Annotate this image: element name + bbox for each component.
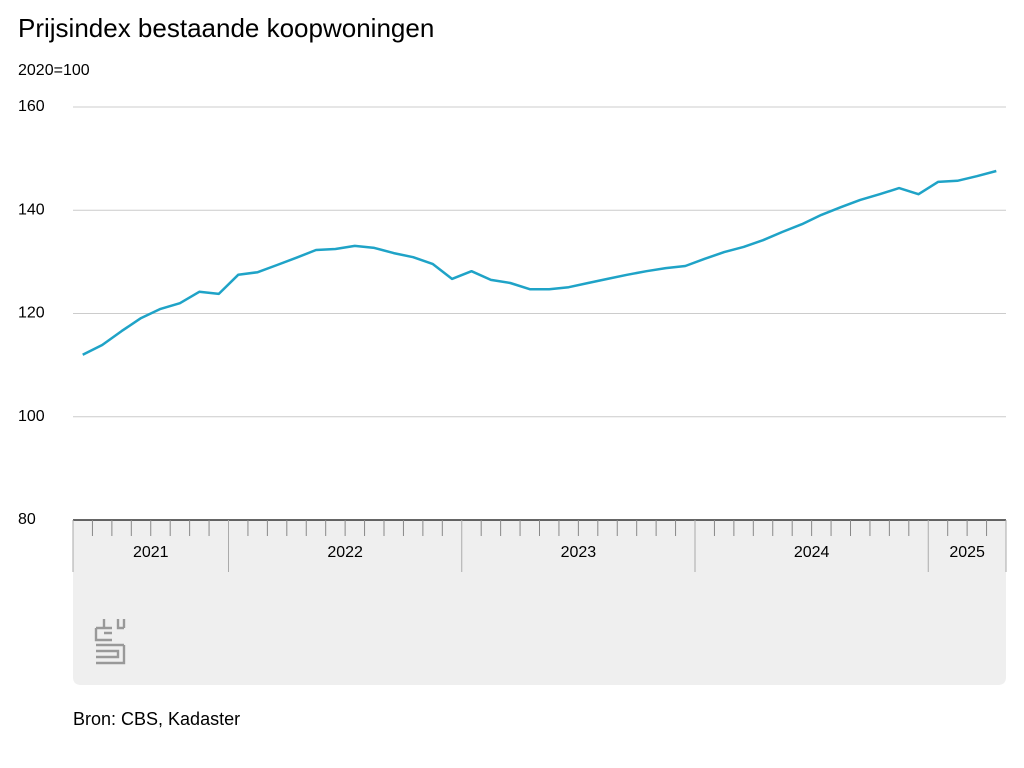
- x-tick-label: 2023: [561, 544, 597, 561]
- x-tick-label: 2021: [133, 544, 169, 561]
- chart-subtitle: 2020=100: [18, 62, 90, 79]
- source: Bron: CBS, Kadaster: [73, 709, 240, 729]
- y-tick-label: 120: [18, 305, 45, 322]
- y-tick-label: 80: [18, 511, 36, 528]
- cbs-logo: [94, 619, 126, 665]
- y-tick-label: 160: [18, 98, 45, 115]
- x-tick-label: 2025: [949, 544, 985, 561]
- y-tick-label: 100: [18, 408, 45, 425]
- chart-title: Prijsindex bestaande koopwoningen: [18, 13, 434, 43]
- x-tick-label: 2022: [327, 544, 363, 561]
- x-tick-label: 2024: [794, 544, 830, 561]
- y-tick-label: 140: [18, 201, 45, 218]
- x-axis-panel: [73, 520, 1006, 685]
- line: [82, 169, 997, 356]
